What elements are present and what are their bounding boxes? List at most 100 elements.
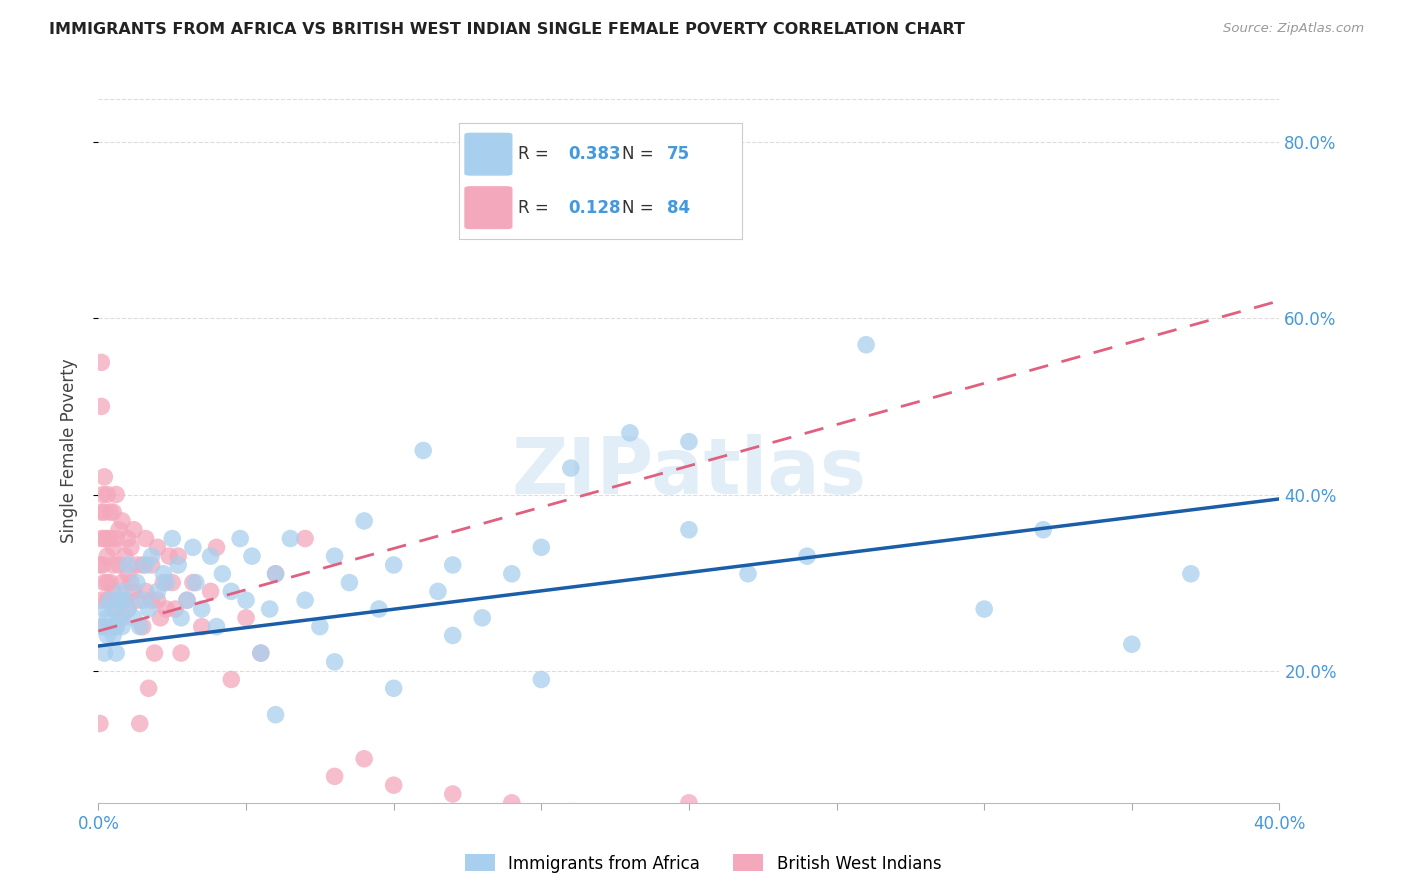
Point [91, 558, 114, 572]
Point [501, 566, 523, 581]
Point [737, 566, 759, 581]
Point [170, 646, 193, 660]
Point [93, 619, 115, 633]
Point [108, 523, 131, 537]
Point [235, 611, 257, 625]
Point [143, 646, 166, 660]
Point [205, 619, 228, 633]
Point [235, 593, 257, 607]
Point [181, 541, 204, 555]
Point [105, 487, 128, 501]
Point [200, 549, 222, 564]
Point [412, 443, 434, 458]
Point [93, 646, 115, 660]
Point [191, 602, 214, 616]
Point [138, 681, 160, 696]
Point [89, 558, 111, 572]
Point [162, 532, 183, 546]
Point [155, 575, 177, 590]
Point [530, 673, 553, 687]
Point [90, 593, 112, 607]
Point [280, 532, 302, 546]
Point [114, 593, 136, 607]
Point [152, 575, 174, 590]
Point [1121, 637, 1143, 651]
Point [108, 558, 131, 572]
Point [132, 593, 155, 607]
Point [111, 514, 134, 528]
Legend: Immigrants from Africa, British West Indians: Immigrants from Africa, British West Ind… [458, 847, 948, 880]
Point [149, 611, 172, 625]
Point [441, 628, 464, 642]
Point [796, 549, 818, 564]
Point [96, 532, 118, 546]
Point [117, 558, 139, 572]
Point [167, 558, 190, 572]
Point [98, 505, 121, 519]
Point [138, 602, 160, 616]
Point [111, 575, 134, 590]
Point [120, 541, 142, 555]
Point [368, 602, 391, 616]
Point [96, 549, 118, 564]
Point [93, 575, 115, 590]
Point [96, 593, 118, 607]
Point [135, 584, 157, 599]
Text: IMMIGRANTS FROM AFRICA VS BRITISH WEST INDIAN SINGLE FEMALE POVERTY CORRELATION : IMMIGRANTS FROM AFRICA VS BRITISH WEST I… [49, 22, 965, 37]
Point [111, 619, 134, 633]
Point [135, 558, 157, 572]
Point [96, 611, 118, 625]
Point [98, 593, 121, 607]
Point [353, 752, 375, 766]
Point [108, 593, 131, 607]
Point [191, 619, 214, 633]
Point [240, 549, 263, 564]
Point [323, 769, 346, 783]
Point [176, 593, 198, 607]
Point [105, 646, 128, 660]
Point [122, 584, 145, 599]
Point [353, 514, 375, 528]
Point [441, 558, 464, 572]
Point [382, 681, 405, 696]
Point [382, 558, 405, 572]
Point [90, 400, 112, 414]
Point [111, 584, 134, 599]
Point [108, 611, 131, 625]
Point [229, 532, 252, 546]
Point [560, 805, 582, 819]
Point [152, 566, 174, 581]
Point [114, 593, 136, 607]
Point [530, 541, 553, 555]
Point [90, 505, 112, 519]
Point [91, 487, 114, 501]
Point [141, 593, 163, 607]
Point [135, 532, 157, 546]
Point [294, 532, 316, 546]
Point [120, 575, 142, 590]
Point [221, 673, 243, 687]
Point [146, 593, 169, 607]
Point [382, 778, 405, 792]
Point [170, 611, 193, 625]
Point [141, 558, 163, 572]
Point [125, 558, 148, 572]
Point [165, 602, 187, 616]
Point [117, 532, 139, 546]
Point [157, 549, 180, 564]
Point [973, 602, 995, 616]
Point [103, 628, 125, 642]
Point [146, 541, 169, 555]
Point [93, 602, 115, 616]
Point [855, 338, 877, 352]
Point [162, 575, 183, 590]
Point [146, 584, 169, 599]
Point [122, 523, 145, 537]
Point [117, 602, 139, 616]
Point [93, 505, 115, 519]
Point [96, 575, 118, 590]
Point [103, 505, 125, 519]
Point [125, 593, 148, 607]
Point [93, 470, 115, 484]
Point [128, 716, 150, 731]
